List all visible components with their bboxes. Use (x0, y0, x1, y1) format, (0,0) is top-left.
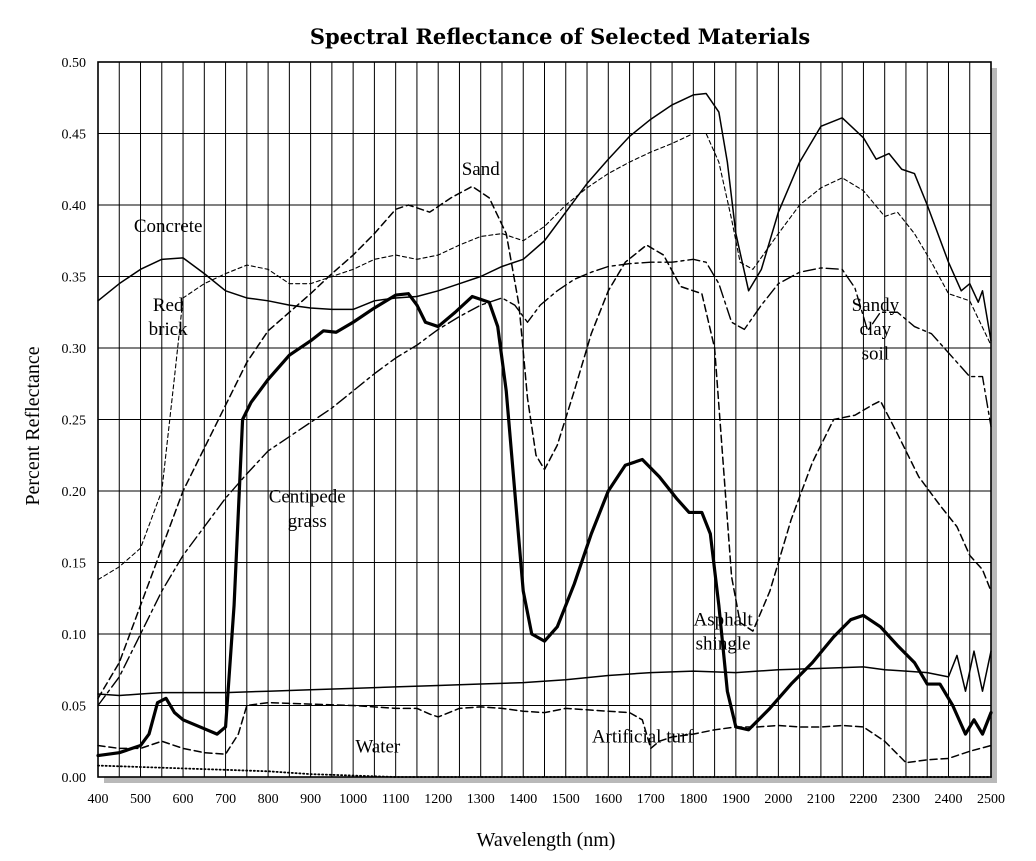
annotation-red: Red (153, 295, 184, 316)
plot-shadow-right (991, 68, 997, 783)
annotation-concrete: Concrete (134, 216, 203, 237)
y-tick-label: 0.00 (62, 771, 87, 786)
annotation-sand: Sand (462, 159, 501, 180)
annotation-sandy: Sandy (852, 295, 900, 316)
series-water (97, 764, 992, 778)
x-tick-label: 1100 (382, 792, 409, 807)
plot-area: 400 500 600 700 800 900 1000 1100 1200 1300 1400 15… (62, 56, 1006, 807)
annotation-centipede: Centipede (269, 486, 346, 507)
x-tick-label: 1500 (552, 792, 580, 807)
x-tick-label: 2200 (849, 792, 877, 807)
annotation-clay: clay (860, 319, 892, 340)
x-axis-label: Wavelength (nm) (477, 829, 616, 851)
y-tick-label: 0.15 (62, 557, 87, 572)
annotation-artificial-turf: Artificial turf (592, 727, 694, 748)
y-tick-label: 0.10 (62, 628, 87, 643)
series-sandy-clay-soil (97, 258, 992, 707)
annotation-soil: soil (862, 343, 889, 364)
x-tick-label: 700 (215, 792, 236, 807)
x-tick-label: 2000 (764, 792, 792, 807)
x-tick-label: 600 (173, 792, 194, 807)
y-tick-label: 0.20 (62, 485, 87, 500)
y-tick-label: 0.25 (62, 414, 87, 429)
x-tick-label: 1000 (339, 792, 367, 807)
x-tick-label: 2300 (892, 792, 920, 807)
series-asphalt-shingle (97, 650, 992, 697)
series-concrete (97, 92, 992, 342)
plot-shadow-bottom (104, 777, 997, 783)
series-red-brick (97, 132, 992, 581)
y-tick-label: 0.45 (62, 128, 87, 143)
x-tick-label: 2100 (807, 792, 835, 807)
x-tick-label: 2400 (934, 792, 962, 807)
x-tick-label: 400 (88, 792, 109, 807)
y-axis-label: Percent Reflectance (22, 346, 44, 505)
series-sand (97, 185, 992, 700)
annotation-asphalt: Asphalt (694, 609, 754, 630)
annotation-water: Water (355, 737, 401, 758)
y-tick-label: 0.50 (62, 56, 87, 71)
y-tick-label: 0.30 (62, 342, 87, 357)
annotation-shingle: shingle (696, 634, 751, 655)
series-centipede-grass (96, 292, 993, 758)
x-tick-label: 1300 (467, 792, 495, 807)
y-tick-label: 0.40 (62, 199, 87, 214)
annotation-brick: brick (149, 319, 189, 340)
plot-frame (97, 61, 992, 778)
series-artificial-turf (97, 701, 992, 764)
x-tick-label: 500 (130, 792, 151, 807)
x-tick-label: 800 (258, 792, 279, 807)
x-tick-label: 1400 (509, 792, 537, 807)
x-tick-label: 1600 (594, 792, 622, 807)
x-tick-label: 2500 (977, 792, 1005, 807)
x-tick-label: 1900 (722, 792, 750, 807)
x-tick-label: 900 (300, 792, 321, 807)
x-tick-label: 1800 (679, 792, 707, 807)
chart-title: Spectral Reflectance of Selected Materia… (310, 24, 810, 49)
y-tick-label: 0.05 (62, 700, 87, 715)
x-tick-label: 1700 (637, 792, 665, 807)
x-tick-label: 1200 (424, 792, 452, 807)
y-tick-label: 0.35 (62, 271, 87, 286)
annotation-grass: grass (288, 511, 327, 532)
